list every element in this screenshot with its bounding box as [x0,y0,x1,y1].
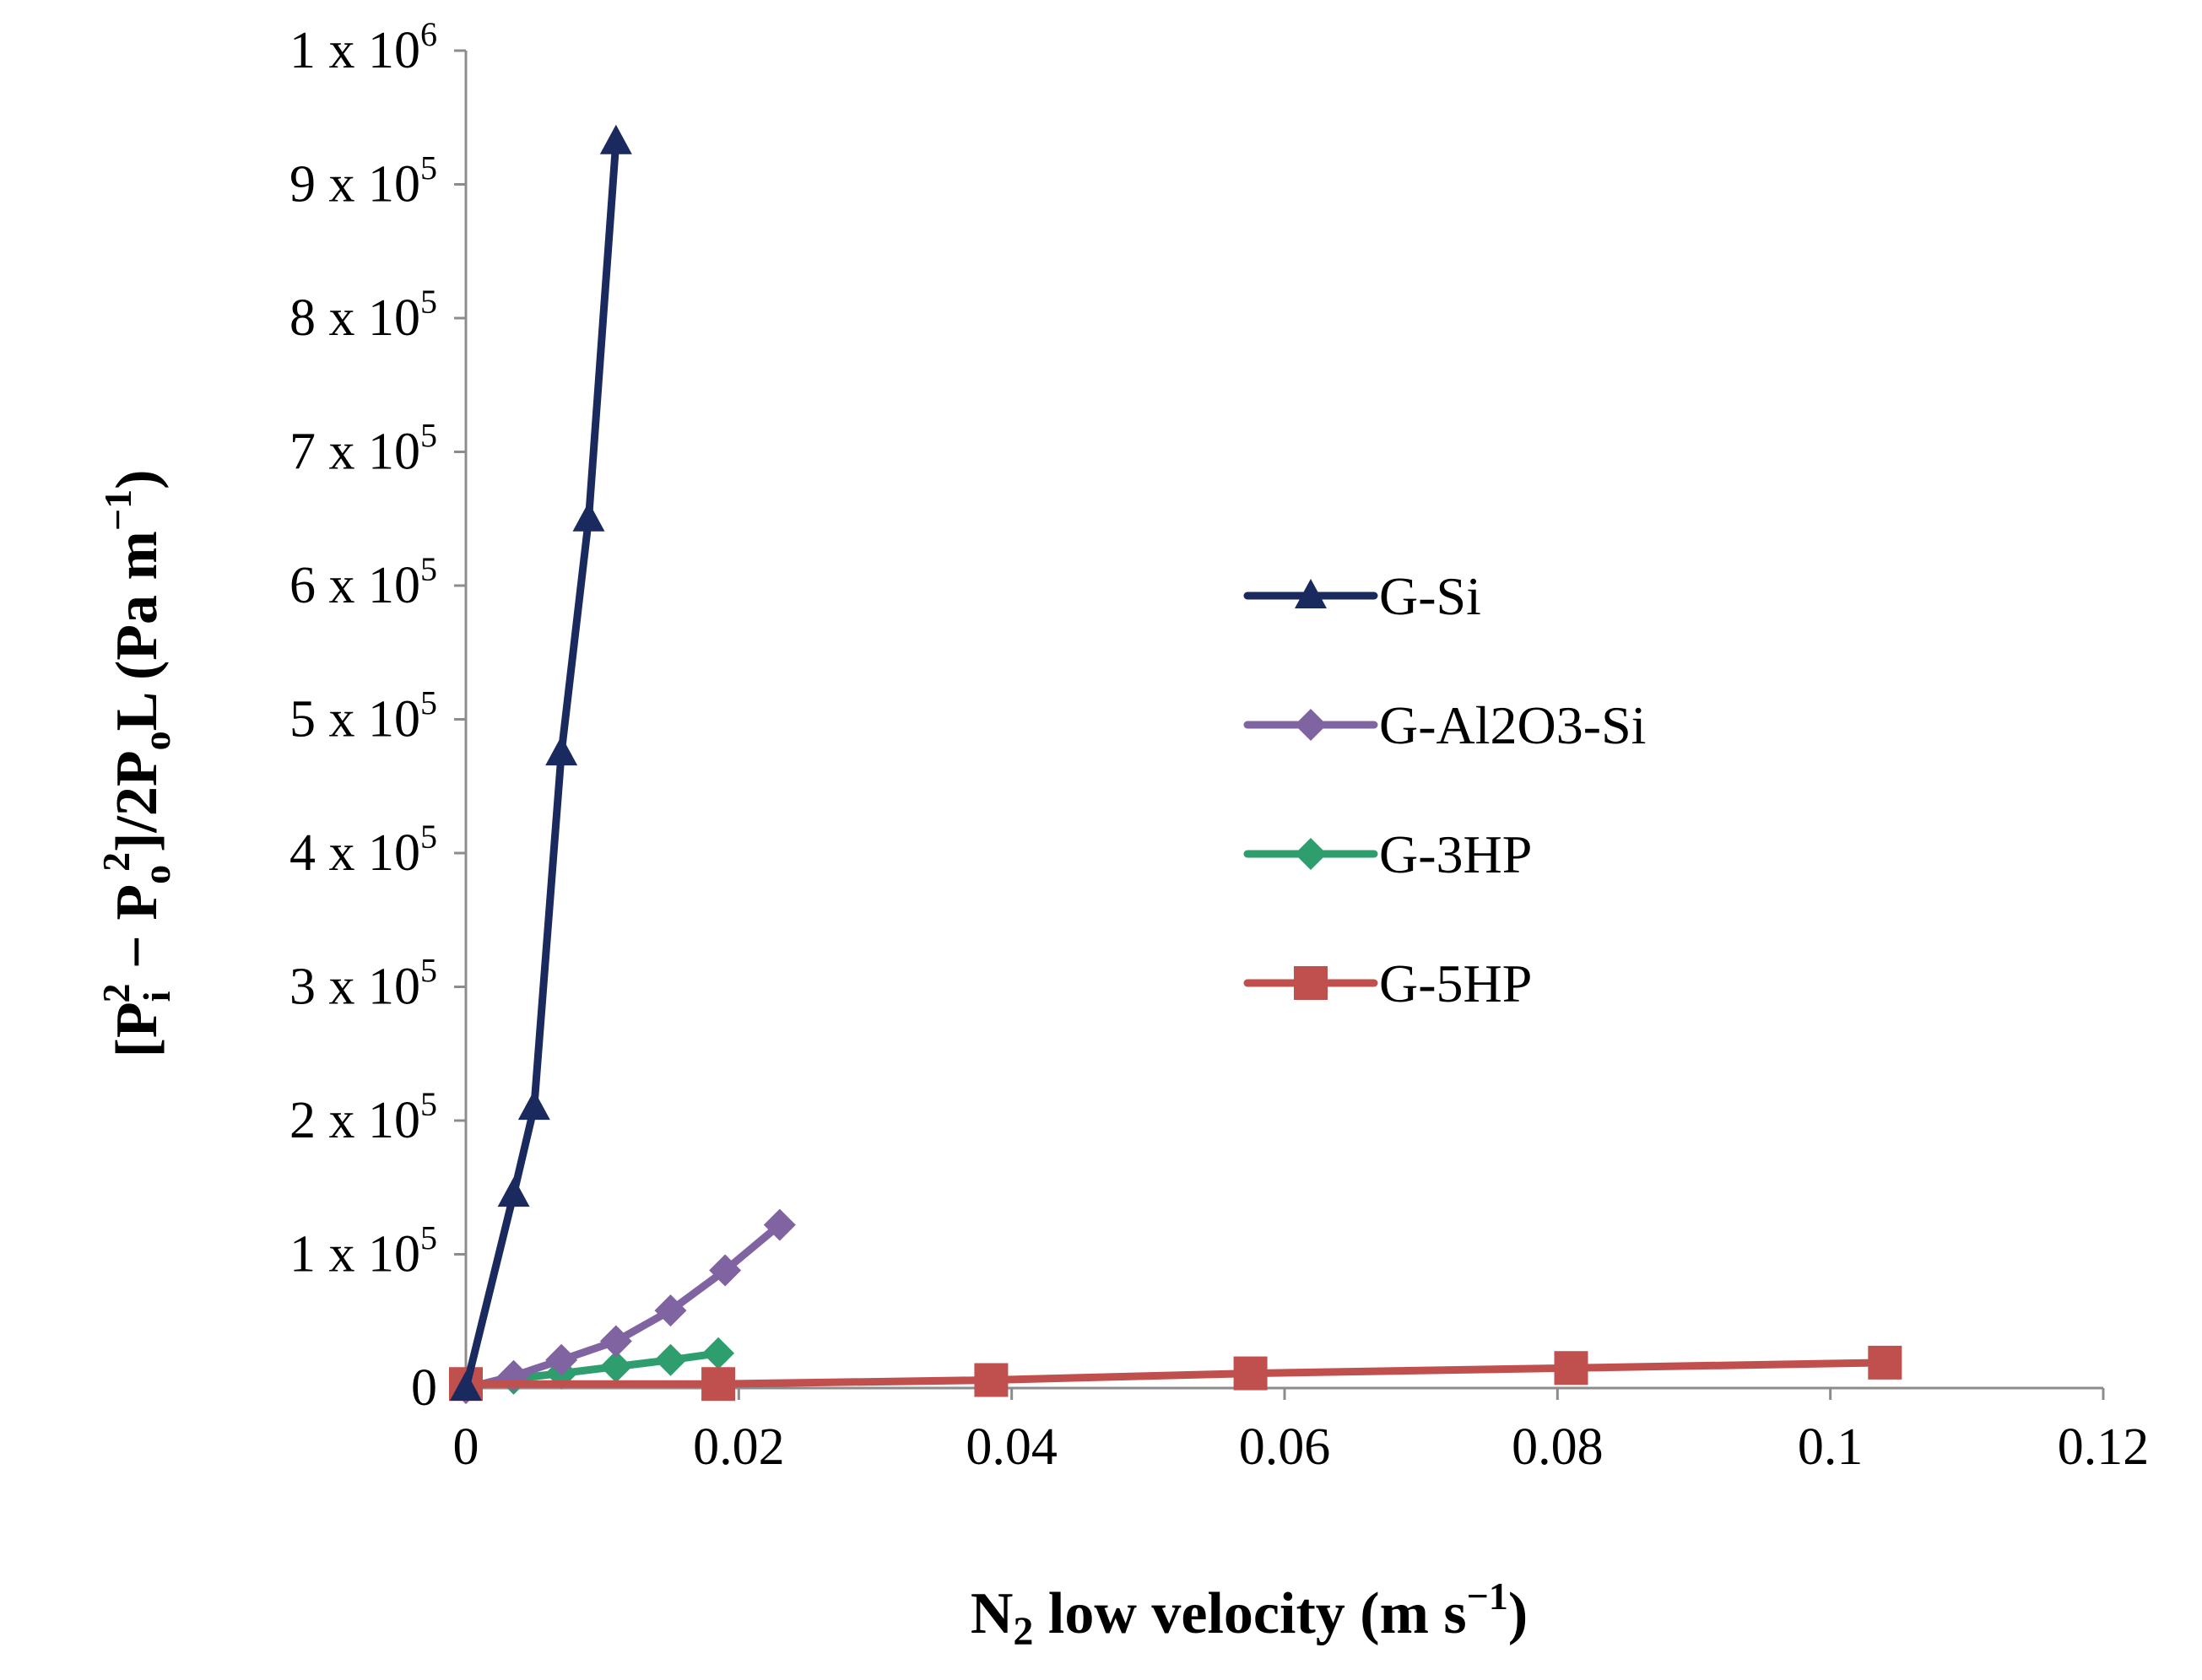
data-point [599,124,632,154]
data-point [709,1254,742,1287]
y-tick-label: 9 x 105 [289,149,437,213]
legend-label: G-3HP [1379,824,1532,884]
x-tick-label: 0.08 [1512,1418,1604,1476]
y-tick-label: 8 x 105 [289,283,437,347]
legend-label: G-Al2O3-Si [1379,695,1646,755]
legend-item: G-3HP [1243,824,1532,884]
y-tick-label: 7 x 105 [289,417,437,481]
x-tick-label: 0 [453,1418,479,1476]
data-point [701,1367,736,1402]
data-point [702,1337,735,1369]
series-line [462,1359,1889,1388]
y-tick-label: 2 x 105 [289,1085,437,1149]
legend-label: G-5HP [1379,953,1532,1013]
legend-item: G-5HP [1243,953,1532,1013]
tick-labels-group: 0 1 x 105 2 x 105 3 x 105 4 x 105 5 x 105 6 x … [289,15,2149,1476]
series-group [449,124,1902,1404]
y-tick-label: 1 x 105 [289,1219,437,1283]
x-tick-label: 0.04 [966,1418,1058,1476]
data-point [545,1343,578,1376]
data-point [517,1090,550,1121]
data-point [497,1177,530,1207]
y-tick-label: 1 x 106 [289,15,437,79]
legend: G-Si G-Al2O3-Si G-3HP G-5HP [1243,566,1646,1013]
x-tick-label: 0.02 [693,1418,785,1476]
x-axis-title: N2 low velocity (m s−1) [971,1575,1528,1654]
data-point [974,1363,1009,1397]
data-point [763,1208,796,1241]
legend-marker [1295,709,1327,741]
legend-item: G-Si [1243,566,1481,626]
y-tick-label: 4 x 105 [289,818,437,882]
y-tick-label: 3 x 105 [289,952,437,1016]
data-point [654,1294,687,1327]
x-tick-label: 0.06 [1239,1418,1331,1476]
x-tick-label: 0.12 [2058,1418,2150,1476]
series-g-5hp [449,1345,1902,1402]
data-point [599,1325,632,1358]
data-point [1554,1351,1588,1386]
legend-marker [1294,966,1328,1000]
series-g-si [450,124,632,1401]
y-axis-title: [Pi2 − Po2]/2PoL (Pa m−1) [95,470,178,1058]
data-point [1233,1356,1268,1391]
y-tick-label: 0 [411,1359,437,1417]
x-tick-label: 0.1 [1798,1418,1864,1476]
legend-marker [1295,838,1327,870]
series-line [462,138,620,1392]
y-tick-label: 5 x 105 [289,684,437,748]
y-tick-label: 6 x 105 [289,550,437,614]
data-point [545,736,578,766]
legend-marker [1295,579,1327,608]
data-point [572,501,605,532]
legend-label: G-Si [1379,566,1481,626]
data-point [1868,1345,1902,1380]
data-point [654,1343,687,1376]
data-point [450,1371,482,1401]
data-point [599,1350,632,1383]
legend-item: G-Al2O3-Si [1243,695,1646,755]
